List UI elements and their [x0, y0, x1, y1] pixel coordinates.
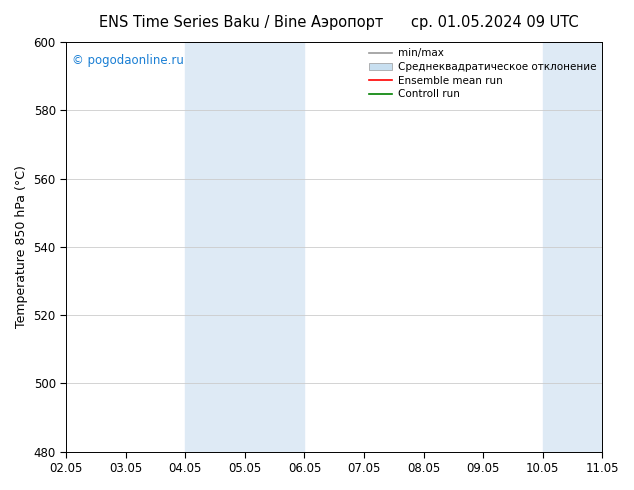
Legend: min/max, Среднеквадратическое отклонение, Ensemble mean run, Controll run: min/max, Среднеквадратическое отклонение… [365, 44, 600, 103]
Bar [543, 42, 632, 452]
Y-axis label: Temperature 850 hPa (°C): Temperature 850 hPa (°C) [15, 166, 28, 328]
Text: © pogodaonline.ru: © pogodaonline.ru [72, 54, 183, 67]
Text: ENS Time Series Baku / Bine Аэропорт: ENS Time Series Baku / Bine Аэропорт [99, 15, 383, 30]
Bar [185, 42, 304, 452]
Text: ср. 01.05.2024 09 UTC: ср. 01.05.2024 09 UTC [411, 15, 578, 30]
